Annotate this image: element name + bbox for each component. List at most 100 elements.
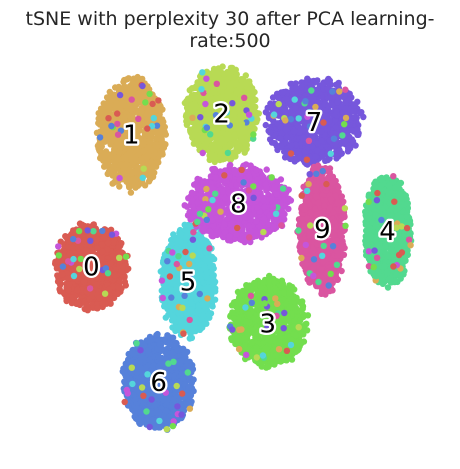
scatter-point <box>233 336 240 344</box>
scatter-point <box>296 339 303 347</box>
scatter-point <box>125 265 132 272</box>
scatter-point <box>107 300 114 307</box>
scatter-point <box>59 271 66 278</box>
scatter-point <box>96 294 103 302</box>
scatter-point <box>126 166 133 174</box>
scatter-point <box>262 344 270 352</box>
scatter-point <box>122 153 129 161</box>
scatter-point <box>365 215 372 222</box>
scatter-point <box>66 281 73 288</box>
scatter-point <box>132 176 140 183</box>
scatter-point <box>385 253 393 260</box>
scatter-point <box>216 147 223 154</box>
scatter-point <box>154 130 161 137</box>
scatter-point <box>236 144 243 151</box>
scatter-point <box>211 73 219 80</box>
scatter-point <box>404 200 411 207</box>
scatter-point <box>157 107 164 115</box>
scatter-point <box>246 311 253 318</box>
scatter-point <box>396 180 403 188</box>
points-layer <box>52 63 415 433</box>
scatter-point <box>95 115 102 122</box>
scatter-point <box>155 159 162 166</box>
scatter-point <box>227 141 234 148</box>
scatter-point <box>118 267 125 275</box>
scatter-point <box>365 227 372 235</box>
scatter-point <box>231 131 238 139</box>
scatter-point <box>107 141 114 148</box>
scatter-point <box>104 239 112 247</box>
scatter-point <box>232 125 239 132</box>
scatter-point <box>76 220 84 227</box>
scatter-point <box>364 240 371 248</box>
scatter-point <box>60 247 67 254</box>
scatter-point <box>232 80 240 88</box>
scatter-point <box>74 299 82 306</box>
scatter-point <box>110 239 117 246</box>
scatter-point <box>248 348 256 355</box>
scatter-point <box>116 183 123 190</box>
scatter-point <box>396 236 404 243</box>
scatter-point <box>219 63 226 70</box>
scatter-point <box>385 276 393 283</box>
scatter-point <box>99 241 106 248</box>
scatter-point <box>379 205 386 212</box>
scatter-point <box>246 86 254 93</box>
scatter-point <box>297 317 304 324</box>
scatter-point <box>235 297 242 304</box>
scatter-point <box>161 128 168 136</box>
scatter-point <box>147 146 155 154</box>
scatter-point <box>248 339 255 346</box>
scatter-point <box>270 275 277 283</box>
scatter-point <box>121 278 129 286</box>
scatter-point <box>272 352 280 359</box>
scatter-point <box>209 89 217 96</box>
scatter-point <box>272 287 280 294</box>
scatter-point <box>100 234 108 241</box>
scatter-point <box>133 156 140 164</box>
chart-title: tSNE with perplexity 30 after PCA learni… <box>25 8 435 52</box>
scatter-point <box>57 238 64 245</box>
scatter-point <box>96 147 103 154</box>
scatter-point <box>276 339 283 347</box>
scatter-point <box>109 96 116 103</box>
scatter-point <box>66 250 74 257</box>
scatter-point <box>384 284 392 291</box>
scatter-point <box>148 169 156 176</box>
scatter-point <box>56 286 63 293</box>
scatter-point <box>299 303 306 310</box>
scatter-point <box>230 110 237 117</box>
scatter-point <box>80 237 88 245</box>
scatter-point <box>69 294 77 301</box>
scatter-point <box>397 192 404 199</box>
scatter-point <box>111 179 118 186</box>
scatter-point <box>251 279 258 287</box>
scatter-point <box>183 121 191 128</box>
scatter-point <box>366 204 374 211</box>
scatter-point <box>126 84 133 91</box>
scatter-point <box>114 283 122 291</box>
scatter-point <box>146 175 154 182</box>
scatter-point <box>286 290 293 297</box>
scatter-point <box>114 290 122 298</box>
scatter-point <box>125 75 132 82</box>
scatter-point <box>233 89 241 96</box>
scatter-point <box>241 139 248 147</box>
scatter-point <box>280 356 287 363</box>
cluster-0-points <box>52 220 132 314</box>
scatter-point <box>243 318 250 325</box>
scatter-point <box>99 248 106 255</box>
scatter-point <box>122 161 130 168</box>
scatter-point <box>283 315 290 322</box>
scatter-point <box>378 182 385 189</box>
scatter-point <box>140 141 147 148</box>
scatter-point <box>191 127 199 134</box>
scatter-point <box>112 84 119 91</box>
scatter-point <box>99 300 106 307</box>
scatter-point <box>118 240 125 247</box>
scatter-point <box>292 332 300 339</box>
scatter-point <box>102 152 109 159</box>
scatter-point <box>65 287 72 294</box>
scatter-point <box>238 76 245 83</box>
